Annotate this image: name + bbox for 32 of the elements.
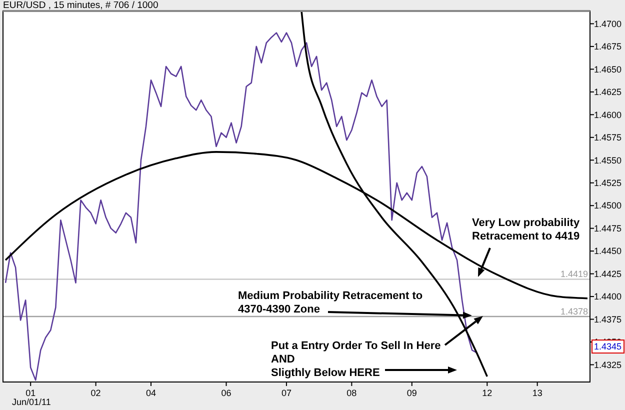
y-tick-label: 1.4400 xyxy=(594,292,622,302)
x-tick-label: 13 xyxy=(532,388,542,398)
ref-line-label: 1.4378 xyxy=(560,306,588,317)
annotation: Put a Entry Order To Sell In Here AND Sligthly Below HERE xyxy=(271,340,441,379)
y-tick-label: 1.4525 xyxy=(594,178,622,188)
y-tick-label: 1.4700 xyxy=(594,18,622,29)
text: Jun/01/11 xyxy=(12,397,51,407)
x-tick-label: 08 xyxy=(346,388,357,398)
y-tick-label: 1.4625 xyxy=(594,87,622,98)
y-tick-label: 1.4650 xyxy=(594,64,622,74)
chart-title: EUR/USD , 15 minutes, # 706 / 1000 xyxy=(3,0,158,11)
y-tick-label: 1.4450 xyxy=(594,246,622,256)
x-tick-label: 12 xyxy=(482,388,492,398)
y-tick-label: 1.4575 xyxy=(594,132,622,143)
y-tick-label: 1.4550 xyxy=(594,155,622,166)
ref-line-label: 1.4419 xyxy=(560,269,588,280)
y-tick-label: 1.4375 xyxy=(594,314,622,324)
annotation: Medium Probability Retracement to 4370-4390 Zone xyxy=(238,290,423,316)
x-tick-label: 07 xyxy=(281,388,292,398)
y-tick-label: 1.4675 xyxy=(594,42,622,52)
y-tick-label: 1.4500 xyxy=(594,200,622,211)
y-tick-label: 1.4600 xyxy=(594,110,622,120)
x-tick-label: 06 xyxy=(221,388,232,398)
x-tick-label: 01 xyxy=(26,388,36,398)
x-tick-label: 04 xyxy=(146,388,156,398)
x-tick-label: 02 xyxy=(90,388,101,398)
annotation: Very Low probability Retracement to 4419 xyxy=(472,217,580,242)
y-tick-label: 1.4325 xyxy=(594,360,622,370)
annotation: 1.4345 xyxy=(594,342,622,352)
y-tick-label: 1.4425 xyxy=(594,268,622,279)
y-tick-label: 1.4475 xyxy=(594,223,622,234)
x-tick-label: 09 xyxy=(406,388,417,398)
